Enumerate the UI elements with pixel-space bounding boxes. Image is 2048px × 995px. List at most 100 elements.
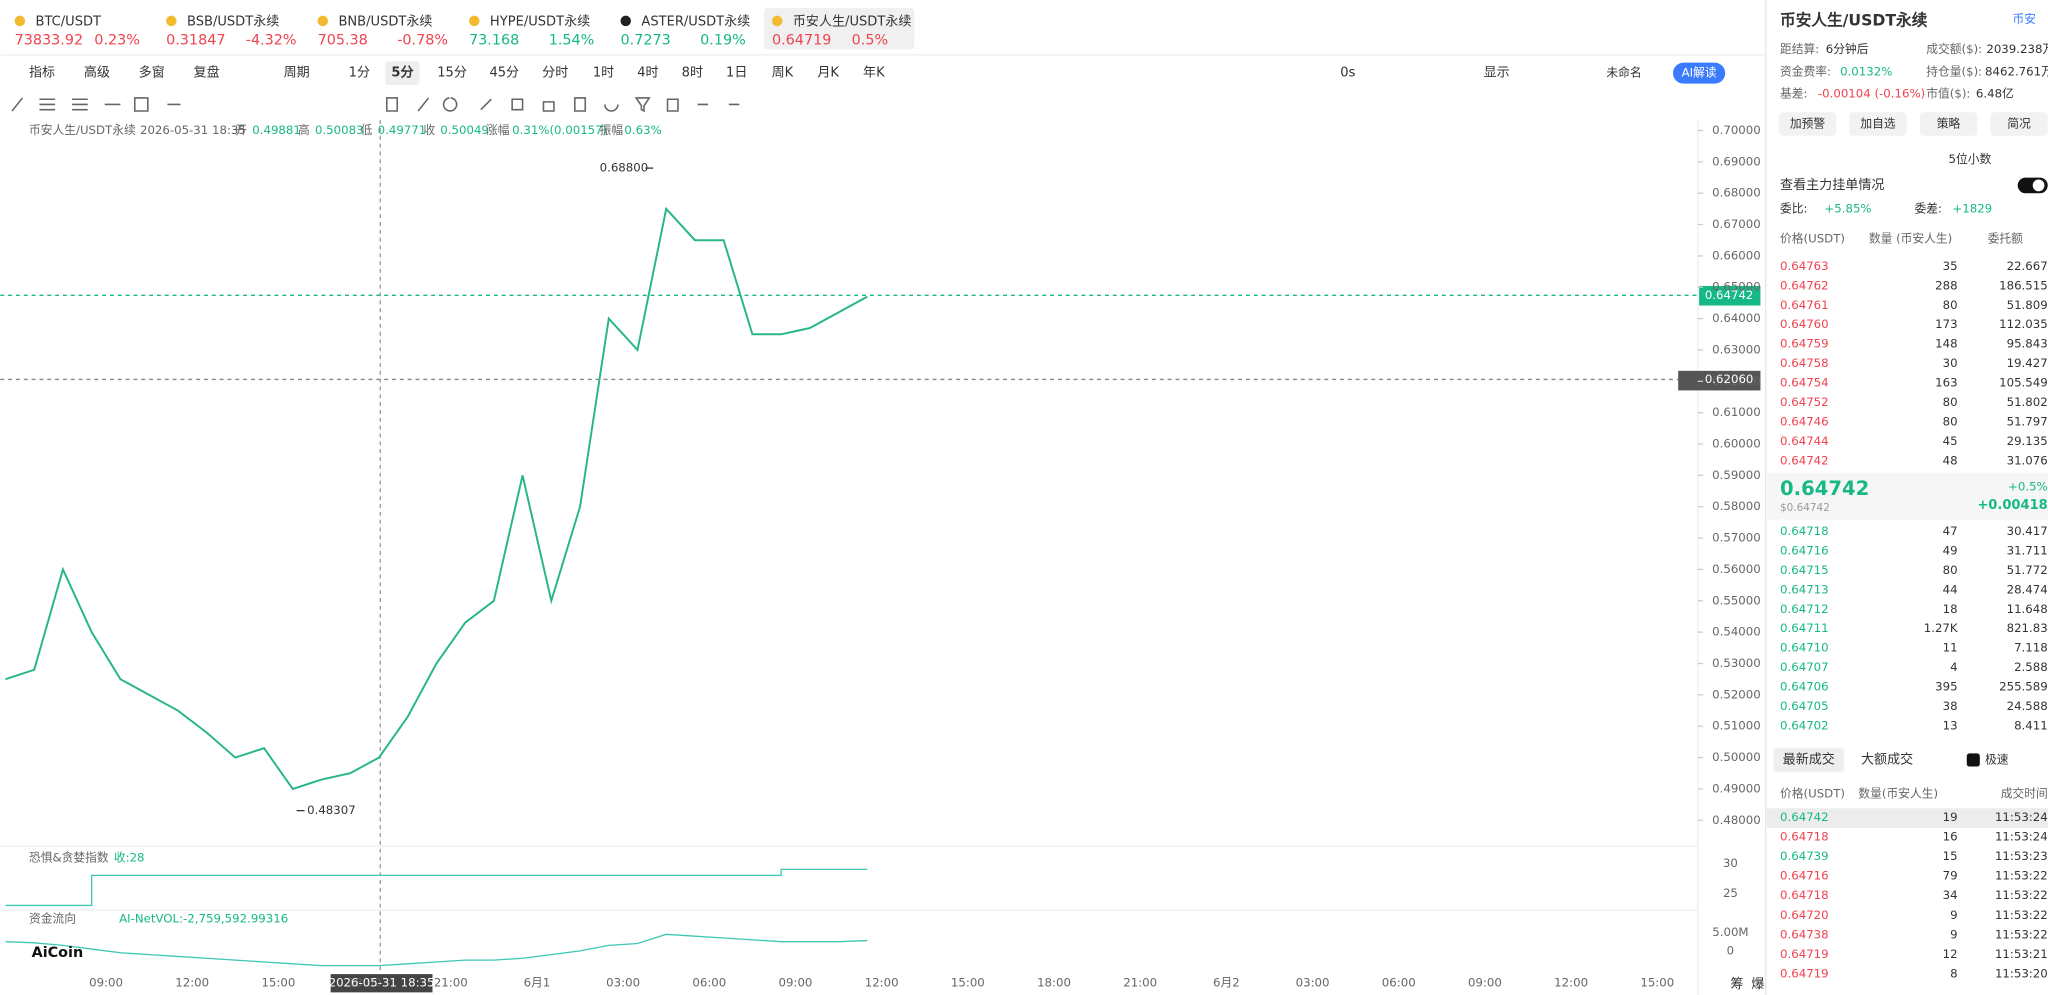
book-amount: 821.83 xyxy=(2007,621,2048,635)
trade-price: 0.64718 xyxy=(1780,888,1829,902)
period[interactable]: 15分 xyxy=(437,66,467,81)
x-tick-label: 12:00 xyxy=(865,976,899,990)
fast-mode: 极速 xyxy=(1985,752,2009,766)
diff-value: +1829 xyxy=(1952,201,1992,215)
main-orders-link[interactable]: 查看主力挂单情况 xyxy=(1780,177,1884,193)
info-value: 0.50083 xyxy=(315,123,364,137)
display[interactable]: 显示 xyxy=(1484,66,1510,81)
period[interactable]: 年K xyxy=(863,66,885,81)
book-price: 0.64712 xyxy=(1780,602,1829,616)
y-tick-label: 0.53000 xyxy=(1712,656,1761,670)
ai-button-bg xyxy=(1672,62,1726,84)
ai-button[interactable]: AI解读 xyxy=(1682,66,1717,80)
indicator-value: 收:28 xyxy=(114,850,145,864)
y-tick-label: 0.70000 xyxy=(1712,123,1761,137)
book-amount: 24.588 xyxy=(2007,699,2048,713)
decimals[interactable]: 5位小数 xyxy=(1948,152,1991,166)
tab-name[interactable]: HYPE/USDT永续 xyxy=(490,15,590,30)
tab-icon xyxy=(620,15,631,27)
book-amount: 95.843 xyxy=(2007,337,2048,351)
trade-qty: 79 xyxy=(1943,869,1958,883)
period[interactable]: 周K xyxy=(772,66,794,81)
stat-key: 市值($): xyxy=(1926,87,1970,101)
trade-tab[interactable]: 大额成交 xyxy=(1861,751,1913,767)
book-price: 0.64746 xyxy=(1780,415,1829,429)
panel-button[interactable]: 加自选 xyxy=(1860,117,1895,131)
y-tick-label: 0.60000 xyxy=(1712,437,1761,451)
y-tick-label: 0.64000 xyxy=(1712,311,1761,325)
tab-icon xyxy=(166,15,177,27)
trade-tab[interactable]: 最新成交 xyxy=(1783,751,1835,767)
exchange-link[interactable]: 币安 xyxy=(2012,12,2036,26)
book-amount: 28.474 xyxy=(2007,582,2048,596)
trade-qty: 12 xyxy=(1943,947,1958,961)
trade-qty: 9 xyxy=(1950,908,1957,922)
x-tick-label: 06:00 xyxy=(692,976,726,990)
panel-button[interactable]: 策略 xyxy=(1937,117,1961,131)
y-tick-label: 0.58000 xyxy=(1712,499,1761,513)
tab-change: -4.32% xyxy=(246,32,297,48)
panel-button[interactable]: 简况 xyxy=(2007,117,2031,131)
side-tab[interactable]: 爆 xyxy=(1751,977,1764,992)
last-price-bg xyxy=(1699,285,1761,306)
side-tab[interactable]: 筹 xyxy=(1730,976,1743,992)
tab-change: 0.23% xyxy=(94,32,140,48)
tab-name[interactable]: BSB/USDT永续 xyxy=(187,15,279,30)
book-header: 委托额 xyxy=(1988,231,2024,245)
book-qty: 35 xyxy=(1943,259,1958,273)
book-header: 数量 (币安人生) xyxy=(1869,231,1952,245)
checkbox[interactable] xyxy=(1966,753,1980,767)
book-qty: 4 xyxy=(1950,660,1957,674)
indicator-title: 资金流向 xyxy=(29,912,76,926)
tab-name[interactable]: ASTER/USDT永续 xyxy=(641,15,750,30)
toolbar-item[interactable]: 多窗 xyxy=(139,65,165,81)
book-qty: 13 xyxy=(1943,719,1958,733)
button-bg xyxy=(1849,112,1907,136)
book-qty: 18 xyxy=(1943,602,1958,616)
book-price: 0.64718 xyxy=(1780,524,1829,538)
toolbar-item[interactable]: 指标 xyxy=(29,66,55,81)
layout[interactable]: 未命名 xyxy=(1606,66,1641,80)
book-amount: 51.797 xyxy=(2007,415,2048,429)
stat-key: 距结算: xyxy=(1780,42,1819,56)
trade-time: 11:53:20 xyxy=(1995,967,2048,981)
book-qty: 80 xyxy=(1943,415,1958,429)
trade-tab-bg xyxy=(1773,748,1845,772)
net-flow-line xyxy=(5,933,868,967)
period[interactable]: 5分 xyxy=(391,65,413,81)
book-amount: 7.118 xyxy=(2014,641,2048,655)
period[interactable]: 8时 xyxy=(682,66,703,81)
period[interactable]: 月K xyxy=(817,66,839,81)
period[interactable]: 1分 xyxy=(349,66,370,81)
trade-qty: 19 xyxy=(1943,810,1958,824)
diff-key: 委差: xyxy=(1915,201,1942,215)
x-tick-label: 15:00 xyxy=(261,976,295,990)
y-tick-label: 0.51000 xyxy=(1712,719,1761,733)
book-qty: 49 xyxy=(1943,543,1958,557)
book-qty: 30 xyxy=(1943,356,1958,370)
book-price: 0.64762 xyxy=(1780,278,1829,292)
info-value: 0.49771 xyxy=(378,123,427,137)
drawing-tools[interactable] xyxy=(11,97,740,113)
tab-price: 0.64719 xyxy=(772,32,831,48)
y-tick-label: 0.49000 xyxy=(1712,781,1761,795)
period[interactable]: 分时 xyxy=(542,66,568,81)
y-tick-label: 0.69000 xyxy=(1712,154,1761,168)
period[interactable]: 1时 xyxy=(593,66,614,81)
book-qty: 173 xyxy=(1935,317,1957,331)
book-amount: 112.035 xyxy=(1999,317,2048,331)
tab-name[interactable]: BNB/USDT永续 xyxy=(338,15,432,30)
period[interactable]: 4时 xyxy=(637,66,658,81)
book-qty: 38 xyxy=(1943,699,1958,713)
period[interactable]: 1日 xyxy=(726,66,747,81)
book-price: 0.64761 xyxy=(1780,298,1829,312)
tab-name[interactable]: 币安人生/USDT永续 xyxy=(793,15,912,30)
book-amount: 51.772 xyxy=(2007,563,2048,577)
toolbar-item[interactable]: 高级 xyxy=(84,65,110,81)
book-amount: 11.648 xyxy=(2007,602,2048,616)
period[interactable]: 45分 xyxy=(489,66,519,81)
toolbar-item[interactable]: 周期 xyxy=(284,66,310,81)
tab-name[interactable]: BTC/USDT xyxy=(36,15,102,30)
panel-button[interactable]: 加预警 xyxy=(1790,117,1826,131)
toolbar-item[interactable]: 复盘 xyxy=(194,65,220,81)
